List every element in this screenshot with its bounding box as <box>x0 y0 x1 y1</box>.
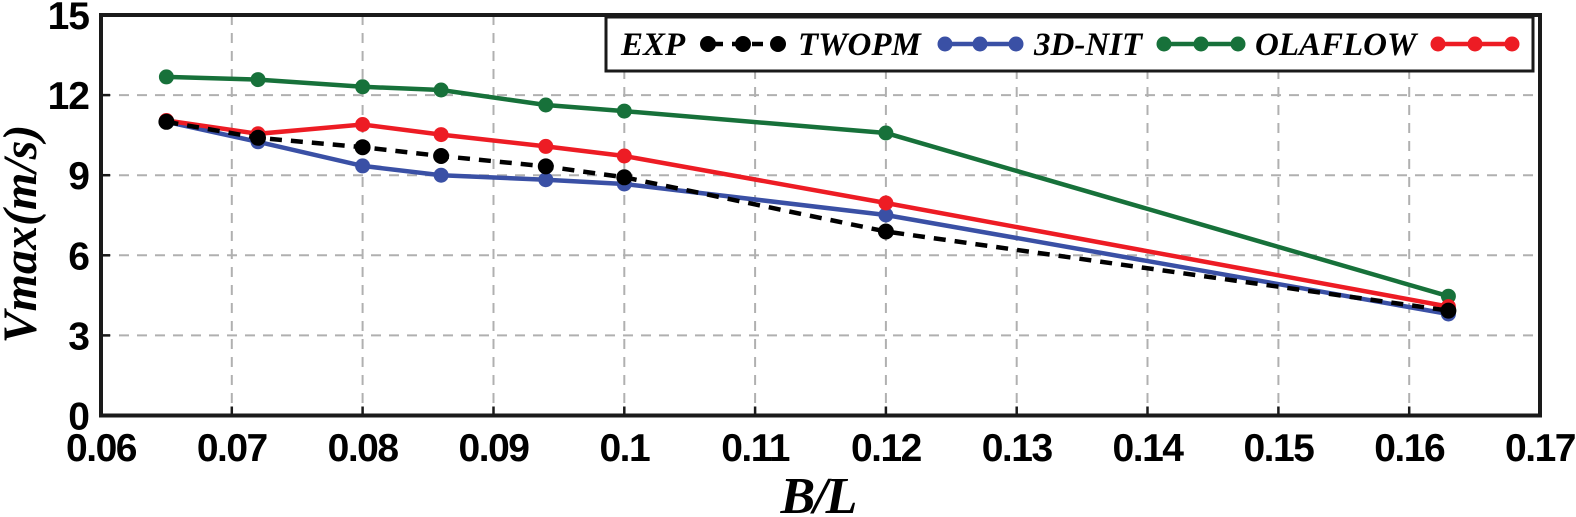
svg-text:15: 15 <box>48 0 90 38</box>
svg-text:B/L: B/L <box>780 468 856 517</box>
svg-text:0.07: 0.07 <box>197 427 267 470</box>
svg-text:0.1: 0.1 <box>599 427 650 470</box>
svg-text:TWOPM: TWOPM <box>798 27 922 63</box>
svg-text:6: 6 <box>68 235 89 278</box>
svg-text:Vmax(m/s): Vmax(m/s) <box>0 125 47 344</box>
svg-text:0: 0 <box>68 396 89 439</box>
svg-text:OLAFLOW: OLAFLOW <box>1255 27 1419 63</box>
svg-text:9: 9 <box>68 155 89 198</box>
svg-text:0.14: 0.14 <box>1113 427 1185 470</box>
svg-text:12: 12 <box>48 75 90 118</box>
svg-text:0.13: 0.13 <box>982 427 1053 470</box>
svg-text:3: 3 <box>68 315 89 358</box>
svg-text:EXP: EXP <box>620 27 686 63</box>
svg-text:0.16: 0.16 <box>1374 427 1445 470</box>
svg-text:0.09: 0.09 <box>459 427 530 470</box>
svg-text:0.06: 0.06 <box>66 427 137 470</box>
svg-text:0.11: 0.11 <box>721 427 790 470</box>
svg-text:0.12: 0.12 <box>851 427 922 470</box>
svg-text:0.15: 0.15 <box>1243 427 1314 470</box>
svg-text:0.17: 0.17 <box>1505 427 1575 470</box>
svg-text:3D-NIT: 3D-NIT <box>1033 27 1144 63</box>
svg-text:0.08: 0.08 <box>328 427 399 470</box>
